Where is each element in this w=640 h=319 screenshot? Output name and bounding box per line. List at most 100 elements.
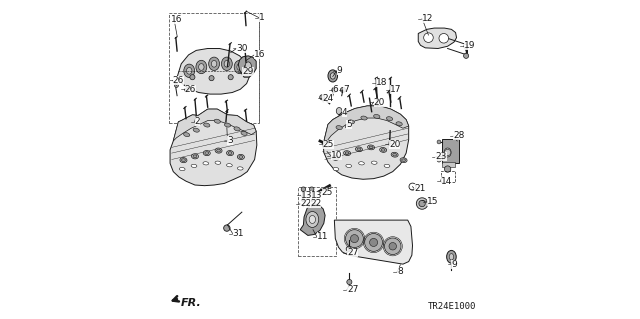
Ellipse shape: [193, 155, 197, 158]
Ellipse shape: [179, 167, 185, 171]
Text: 3: 3: [227, 137, 233, 145]
Ellipse shape: [215, 161, 221, 164]
Ellipse shape: [336, 126, 342, 130]
Text: TR24E1000: TR24E1000: [428, 302, 476, 311]
Ellipse shape: [184, 64, 195, 78]
Circle shape: [424, 33, 433, 42]
Text: 29: 29: [242, 67, 253, 76]
Ellipse shape: [402, 159, 406, 161]
Ellipse shape: [196, 60, 207, 74]
Text: 2: 2: [195, 117, 200, 126]
Text: 26: 26: [185, 85, 196, 94]
Text: 30: 30: [236, 44, 248, 53]
Circle shape: [332, 87, 337, 93]
Text: 18: 18: [376, 78, 388, 87]
Text: 5: 5: [346, 120, 352, 129]
Ellipse shape: [380, 147, 387, 152]
Ellipse shape: [355, 147, 362, 152]
Text: 19: 19: [463, 41, 475, 50]
Polygon shape: [323, 106, 409, 144]
Circle shape: [437, 158, 441, 162]
Text: 16: 16: [254, 50, 266, 59]
Text: 9: 9: [337, 66, 342, 75]
Ellipse shape: [209, 57, 220, 70]
Polygon shape: [334, 220, 413, 264]
Text: 12: 12: [422, 14, 433, 23]
Circle shape: [302, 199, 305, 202]
Text: 31: 31: [232, 229, 244, 238]
Circle shape: [340, 87, 346, 93]
Ellipse shape: [186, 67, 192, 74]
Ellipse shape: [391, 152, 398, 157]
Ellipse shape: [215, 148, 222, 153]
Text: 10: 10: [331, 151, 342, 160]
Ellipse shape: [245, 62, 252, 71]
Ellipse shape: [367, 145, 374, 150]
Text: 28: 28: [453, 131, 465, 140]
Text: 25: 25: [321, 188, 333, 197]
Ellipse shape: [387, 117, 393, 121]
Circle shape: [437, 140, 441, 144]
Bar: [169, 13, 259, 123]
Ellipse shape: [333, 157, 337, 159]
Ellipse shape: [203, 162, 209, 165]
Circle shape: [463, 53, 468, 58]
Ellipse shape: [211, 61, 217, 67]
Circle shape: [369, 238, 378, 247]
Circle shape: [337, 120, 342, 125]
Text: 27: 27: [347, 285, 358, 294]
Circle shape: [439, 33, 449, 43]
Text: 23: 23: [435, 152, 447, 161]
Polygon shape: [419, 28, 456, 48]
Ellipse shape: [344, 151, 351, 156]
Text: 6: 6: [333, 85, 339, 94]
Circle shape: [209, 76, 214, 81]
Ellipse shape: [221, 57, 232, 70]
Text: 22: 22: [310, 199, 321, 208]
Ellipse shape: [234, 127, 240, 131]
Circle shape: [419, 200, 425, 207]
Ellipse shape: [444, 148, 451, 157]
Text: 7: 7: [343, 85, 349, 94]
Text: 4: 4: [342, 108, 348, 117]
Ellipse shape: [237, 63, 243, 70]
Text: 14: 14: [440, 177, 452, 186]
Ellipse shape: [447, 250, 456, 263]
Ellipse shape: [205, 152, 209, 155]
Ellipse shape: [333, 167, 339, 171]
Circle shape: [346, 230, 364, 248]
Polygon shape: [323, 106, 409, 179]
Circle shape: [320, 95, 324, 100]
Ellipse shape: [191, 164, 197, 167]
Ellipse shape: [332, 155, 339, 160]
Ellipse shape: [184, 133, 190, 137]
Ellipse shape: [374, 115, 380, 118]
Text: 13: 13: [301, 191, 312, 200]
Text: 21: 21: [415, 184, 426, 193]
Ellipse shape: [228, 152, 232, 155]
Text: FR.: FR.: [181, 298, 202, 308]
Ellipse shape: [381, 149, 385, 151]
Ellipse shape: [345, 152, 349, 154]
Circle shape: [346, 246, 351, 251]
Text: 20: 20: [374, 98, 385, 107]
Text: 8: 8: [397, 267, 403, 276]
Circle shape: [223, 225, 230, 231]
Ellipse shape: [396, 122, 403, 126]
Text: 27: 27: [347, 248, 358, 257]
Ellipse shape: [336, 108, 342, 115]
Ellipse shape: [204, 123, 210, 127]
Circle shape: [175, 84, 179, 87]
Circle shape: [185, 88, 189, 92]
Text: 20: 20: [389, 140, 400, 149]
Text: 11: 11: [317, 232, 328, 241]
Text: 25: 25: [323, 140, 334, 149]
Ellipse shape: [449, 254, 454, 260]
Polygon shape: [177, 48, 249, 94]
Bar: [442, 139, 460, 163]
Text: 24: 24: [322, 94, 333, 103]
Text: 22: 22: [300, 199, 311, 208]
Ellipse shape: [191, 154, 198, 159]
Circle shape: [310, 199, 314, 202]
Polygon shape: [170, 109, 257, 186]
